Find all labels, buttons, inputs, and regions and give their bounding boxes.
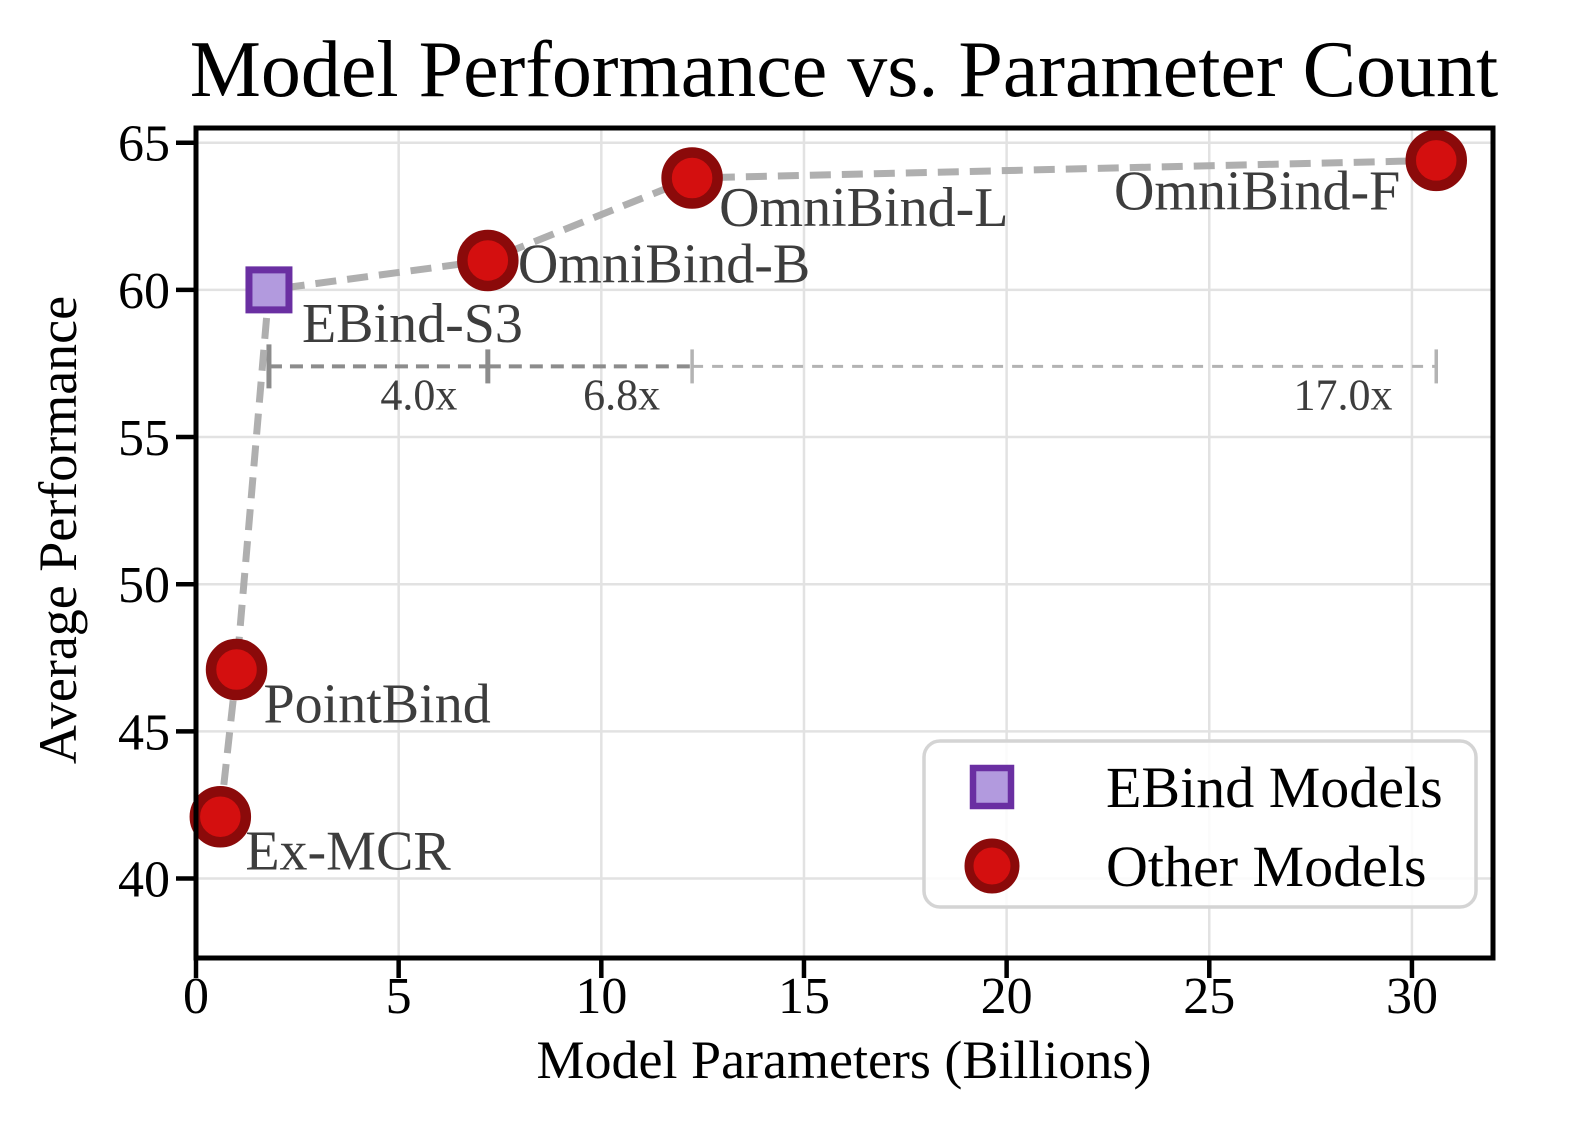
circle-marker bbox=[457, 229, 519, 292]
trend-line bbox=[216, 156, 1437, 818]
legend-box bbox=[922, 739, 1478, 909]
circle-marker bbox=[205, 638, 268, 701]
square-marker bbox=[245, 266, 293, 314]
x-tick-label: 15 bbox=[778, 968, 830, 1025]
data-point-label: EBind-S3 bbox=[302, 293, 523, 355]
x-tick-label: 30 bbox=[1386, 968, 1438, 1025]
x-tick-label: 10 bbox=[575, 968, 627, 1025]
grid-lines bbox=[196, 128, 1493, 958]
data-point-labels: EBind-S3Ex-MCRPointBindOmniBind-BOmniBin… bbox=[245, 160, 1400, 882]
legend-item-label: EBind Models bbox=[1106, 755, 1443, 820]
multiplier-annotation: 4.0x 6.8x 17.0x bbox=[266, 344, 1439, 419]
y-tick-label: 65 bbox=[118, 116, 170, 173]
y-tick-label: 55 bbox=[118, 410, 170, 467]
data-point-label: Ex-MCR bbox=[245, 821, 451, 883]
multiplier-label: 4.0x bbox=[380, 370, 457, 419]
data-point-label: OmniBind-L bbox=[719, 177, 1008, 239]
x-tick-label: 5 bbox=[386, 968, 412, 1025]
data-point-label: OmniBind-B bbox=[518, 233, 810, 295]
legend-item-label: Other Models bbox=[1106, 834, 1427, 899]
other-marker-icon bbox=[964, 838, 1020, 894]
y-axis-label: Average Performance bbox=[28, 296, 88, 764]
y-tick-label: 60 bbox=[118, 263, 170, 320]
y-tick-label: 45 bbox=[118, 704, 170, 761]
y-tick-label: 40 bbox=[118, 852, 170, 909]
data-point-markers bbox=[189, 129, 1468, 848]
x-tick-label: 20 bbox=[981, 968, 1033, 1025]
circle-marker bbox=[1405, 129, 1468, 192]
data-point-label: OmniBind-F bbox=[1114, 160, 1400, 222]
x-axis-label: Model Parameters (Billions) bbox=[537, 1030, 1152, 1090]
circle-marker bbox=[189, 785, 252, 848]
data-point-label: PointBind bbox=[264, 674, 491, 736]
x-tick-label: 0 bbox=[183, 968, 209, 1025]
plot-border bbox=[193, 125, 1496, 961]
multiplier-label: 6.8x bbox=[583, 370, 660, 419]
chart-title: Model Performance vs. Parameter Count bbox=[190, 26, 1499, 114]
trend-line-layer bbox=[216, 156, 1437, 818]
y-tick-label: 50 bbox=[118, 557, 170, 614]
multiplier-label: 17.0x bbox=[1294, 370, 1393, 419]
ebind-marker-icon bbox=[969, 764, 1015, 810]
x-tick-label: 25 bbox=[1183, 968, 1235, 1025]
legend: EBind Models Other Models bbox=[922, 739, 1478, 909]
axes: 0 5 10 15 20 25 30 40 45 50 55 60 65 bbox=[118, 116, 1496, 1025]
circle-marker bbox=[661, 147, 723, 209]
